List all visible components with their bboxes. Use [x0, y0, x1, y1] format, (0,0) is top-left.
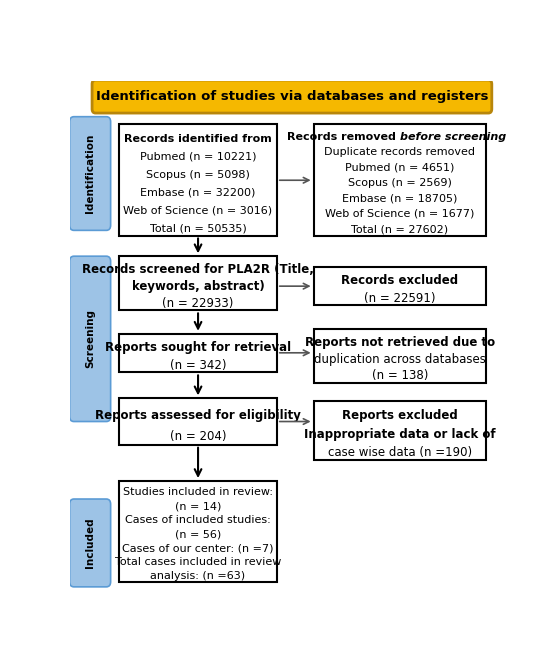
Text: Web of Science (n = 3016): Web of Science (n = 3016): [124, 205, 272, 215]
FancyBboxPatch shape: [119, 333, 277, 372]
Text: (n = 138): (n = 138): [372, 370, 428, 382]
Text: Total cases included in review: Total cases included in review: [115, 557, 281, 567]
Text: Records removed: Records removed: [287, 132, 400, 142]
Text: Embase (n = 32200): Embase (n = 32200): [140, 187, 256, 197]
Text: Total (n = 27602): Total (n = 27602): [351, 224, 448, 234]
Text: Studies included in review:: Studies included in review:: [123, 487, 273, 497]
Text: Web of Science (n = 1677): Web of Science (n = 1677): [325, 209, 475, 219]
FancyBboxPatch shape: [119, 399, 277, 445]
Text: duplication across databases: duplication across databases: [314, 352, 486, 366]
Text: analysis: (n =63): analysis: (n =63): [150, 571, 246, 581]
Text: (n = 204): (n = 204): [170, 430, 226, 443]
Text: Total (n = 50535): Total (n = 50535): [150, 223, 246, 234]
FancyBboxPatch shape: [119, 256, 277, 311]
Text: Identification of studies via databases and registers: Identification of studies via databases …: [96, 90, 488, 103]
FancyBboxPatch shape: [314, 329, 486, 382]
Text: Reports excluded: Reports excluded: [342, 409, 458, 422]
Text: Identification: Identification: [85, 134, 95, 213]
FancyBboxPatch shape: [70, 256, 111, 421]
Text: Scopus (n = 2569): Scopus (n = 2569): [348, 178, 452, 188]
Text: Scopus (n = 5098): Scopus (n = 5098): [146, 170, 250, 180]
Text: (n = 22591): (n = 22591): [364, 292, 436, 305]
Text: Reports assessed for eligibility: Reports assessed for eligibility: [95, 409, 301, 421]
Text: (n = 14): (n = 14): [175, 501, 221, 511]
Text: Embase (n = 18705): Embase (n = 18705): [342, 193, 457, 203]
FancyBboxPatch shape: [92, 80, 492, 113]
Text: Inappropriate data or lack of: Inappropriate data or lack of: [304, 428, 496, 441]
FancyBboxPatch shape: [119, 124, 277, 236]
FancyBboxPatch shape: [70, 117, 111, 230]
Text: Included: Included: [85, 517, 95, 568]
Text: (n = 342): (n = 342): [170, 359, 226, 372]
Text: Reports not retrieved due to: Reports not retrieved due to: [305, 336, 495, 348]
Text: keywords, abstract): keywords, abstract): [131, 280, 265, 293]
Text: Reports sought for retrieval: Reports sought for retrieval: [105, 342, 291, 354]
FancyBboxPatch shape: [314, 124, 486, 236]
Text: Records identified from: Records identified from: [124, 134, 272, 144]
Text: (n = 56): (n = 56): [175, 529, 221, 539]
Text: Pubmed (n = 10221): Pubmed (n = 10221): [140, 152, 256, 162]
Text: case wise data (n =190): case wise data (n =190): [328, 446, 472, 460]
Text: Screening: Screening: [85, 309, 95, 368]
Text: Pubmed (n = 4651): Pubmed (n = 4651): [345, 162, 455, 172]
FancyBboxPatch shape: [314, 401, 486, 460]
Text: Cases of included studies:: Cases of included studies:: [125, 515, 271, 525]
FancyBboxPatch shape: [119, 481, 277, 582]
FancyBboxPatch shape: [70, 499, 111, 587]
Text: before screening: before screening: [400, 132, 506, 142]
Text: Cases of our center: (n =7): Cases of our center: (n =7): [123, 543, 274, 553]
Text: Duplicate records removed: Duplicate records removed: [324, 147, 475, 157]
Text: Records screened for PLA2R (Title,: Records screened for PLA2R (Title,: [82, 263, 314, 276]
FancyBboxPatch shape: [314, 266, 486, 305]
Text: (n = 22933): (n = 22933): [162, 297, 234, 310]
Text: Records excluded: Records excluded: [341, 274, 458, 287]
